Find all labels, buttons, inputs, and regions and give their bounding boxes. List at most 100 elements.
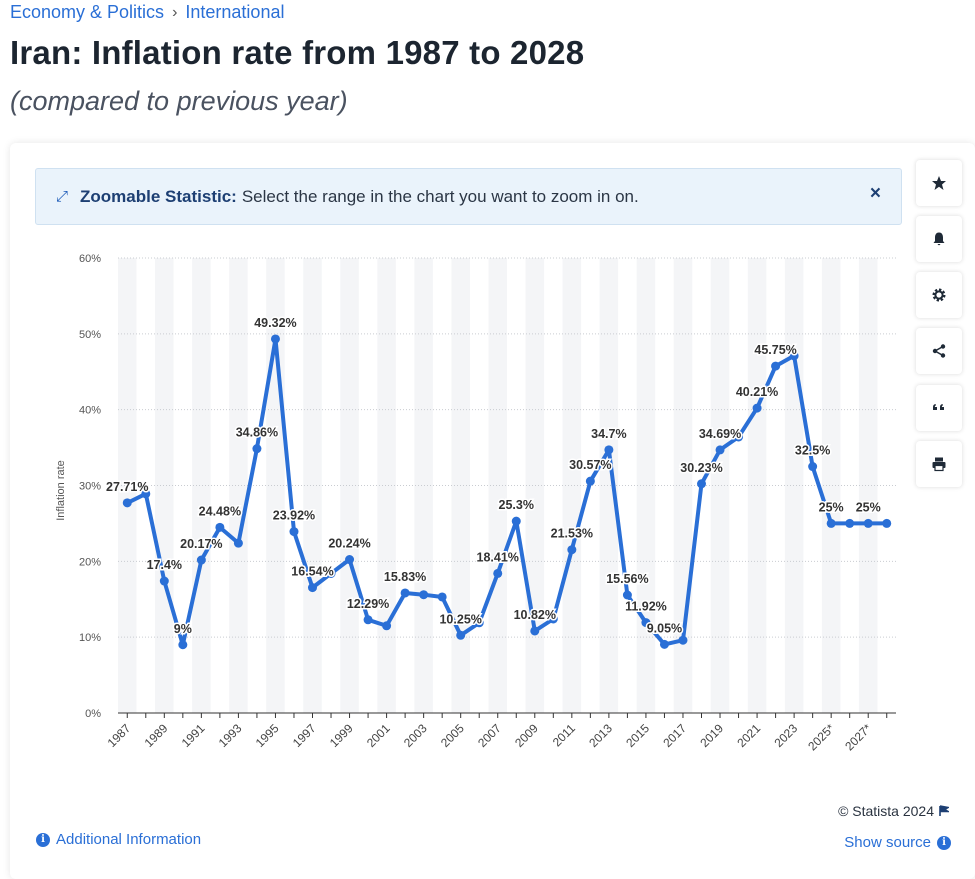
data-point bbox=[326, 568, 336, 578]
data-label: 30.57% bbox=[569, 458, 611, 472]
column-band bbox=[192, 258, 211, 713]
x-tick-label: 2011 bbox=[550, 721, 578, 749]
data-point bbox=[622, 590, 632, 600]
x-tick-label: 1987 bbox=[105, 721, 134, 750]
x-tick-label: 2005 bbox=[438, 721, 467, 750]
column-band bbox=[377, 258, 396, 713]
additional-information-link[interactable]: i Additional Information bbox=[36, 831, 201, 848]
data-point bbox=[159, 576, 169, 586]
column-band bbox=[636, 258, 656, 713]
x-tick-label: 2007 bbox=[475, 721, 504, 750]
data-point bbox=[474, 618, 484, 628]
info-icon: i bbox=[36, 832, 50, 847]
share-icon bbox=[932, 344, 946, 358]
data-point bbox=[270, 334, 280, 344]
data-label: 24.48% bbox=[199, 504, 241, 518]
data-point bbox=[641, 618, 651, 628]
x-tick-label: 2021 bbox=[734, 721, 763, 750]
data-point bbox=[863, 518, 873, 528]
x-tick-label: 2025* bbox=[805, 721, 837, 753]
breadcrumb-separator: › bbox=[172, 3, 178, 21]
series-line bbox=[126, 337, 887, 647]
column-band bbox=[414, 258, 433, 713]
share-button[interactable] bbox=[916, 328, 962, 374]
data-label: 12.29% bbox=[347, 597, 389, 611]
x-tick-label: 2009 bbox=[512, 721, 541, 750]
data-label: 17.4% bbox=[147, 558, 182, 572]
x-tick-label: 2023 bbox=[771, 721, 800, 750]
close-icon[interactable]: × bbox=[869, 183, 881, 204]
data-label: 18.41% bbox=[477, 550, 519, 564]
data-label: 25% bbox=[856, 500, 881, 514]
data-label: 32.5% bbox=[795, 444, 830, 458]
data-label: 34.86% bbox=[236, 426, 278, 440]
x-tick-label: 1997 bbox=[290, 721, 319, 750]
data-point bbox=[678, 635, 688, 645]
breadcrumb-category-link[interactable]: Economy & Politics bbox=[10, 2, 165, 22]
y-tick-label: 50% bbox=[79, 329, 101, 341]
data-point bbox=[789, 351, 799, 361]
cite-button[interactable] bbox=[916, 385, 962, 431]
x-tick-label: 2017 bbox=[660, 721, 689, 750]
copyright: © Statista 2024 bbox=[838, 803, 949, 819]
data-point bbox=[141, 489, 151, 499]
show-source-label: Show source bbox=[844, 834, 931, 851]
data-point bbox=[289, 527, 299, 537]
data-label: 10.82% bbox=[514, 608, 556, 622]
data-point bbox=[604, 445, 614, 455]
data-label: 27.71% bbox=[106, 480, 148, 494]
data-label: 34.7% bbox=[591, 427, 626, 441]
print-button[interactable] bbox=[916, 441, 962, 487]
column-band bbox=[821, 258, 841, 713]
y-tick-label: 40% bbox=[79, 405, 101, 417]
data-point bbox=[215, 522, 225, 532]
y-tick-label: 60% bbox=[79, 253, 101, 265]
notification-button[interactable] bbox=[916, 216, 962, 262]
data-point bbox=[567, 545, 577, 555]
data-point bbox=[882, 518, 892, 528]
column-band bbox=[488, 258, 507, 713]
data-point bbox=[437, 592, 447, 602]
y-tick-label: 20% bbox=[79, 556, 101, 568]
x-tick-label: 2027* bbox=[842, 721, 874, 753]
data-point bbox=[122, 498, 132, 508]
show-source-link[interactable]: Show source i bbox=[844, 834, 951, 851]
data-point bbox=[826, 518, 836, 528]
data-point bbox=[548, 614, 558, 624]
x-tick-label: 2001 bbox=[364, 721, 393, 750]
data-point bbox=[178, 640, 188, 650]
data-point bbox=[734, 432, 744, 442]
flag-icon bbox=[939, 805, 949, 816]
x-tick-label: 2019 bbox=[697, 721, 726, 750]
x-tick-label: 2013 bbox=[586, 721, 615, 750]
column-band bbox=[303, 258, 322, 713]
y-tick-label: 10% bbox=[79, 632, 101, 644]
column-band bbox=[710, 258, 730, 713]
data-label: 45.75% bbox=[754, 343, 796, 357]
data-label: 16.54% bbox=[291, 565, 333, 579]
settings-button[interactable] bbox=[916, 272, 962, 318]
zoom-banner: ⤢ Zoomable Statistic: Select the range i… bbox=[35, 168, 902, 225]
data-point bbox=[511, 516, 521, 526]
data-point bbox=[697, 479, 706, 489]
data-point bbox=[233, 538, 243, 548]
data-point bbox=[400, 588, 410, 598]
x-tick-label: 2015 bbox=[623, 721, 652, 750]
breadcrumb-subcategory-link[interactable]: International bbox=[185, 2, 285, 22]
data-label: 34.69% bbox=[699, 427, 741, 441]
data-label: 23.92% bbox=[273, 509, 315, 523]
data-point bbox=[456, 630, 466, 640]
data-point bbox=[196, 555, 206, 565]
info-icon: i bbox=[937, 835, 951, 850]
data-point bbox=[585, 476, 595, 486]
data-point bbox=[715, 445, 725, 455]
data-point bbox=[308, 583, 317, 593]
gear-icon bbox=[932, 288, 946, 302]
data-label: 30.23% bbox=[680, 461, 722, 475]
data-label: 49.32% bbox=[254, 316, 296, 330]
data-point bbox=[530, 626, 540, 636]
favorite-button[interactable] bbox=[916, 160, 962, 206]
data-point bbox=[419, 590, 429, 600]
column-band bbox=[599, 258, 619, 713]
